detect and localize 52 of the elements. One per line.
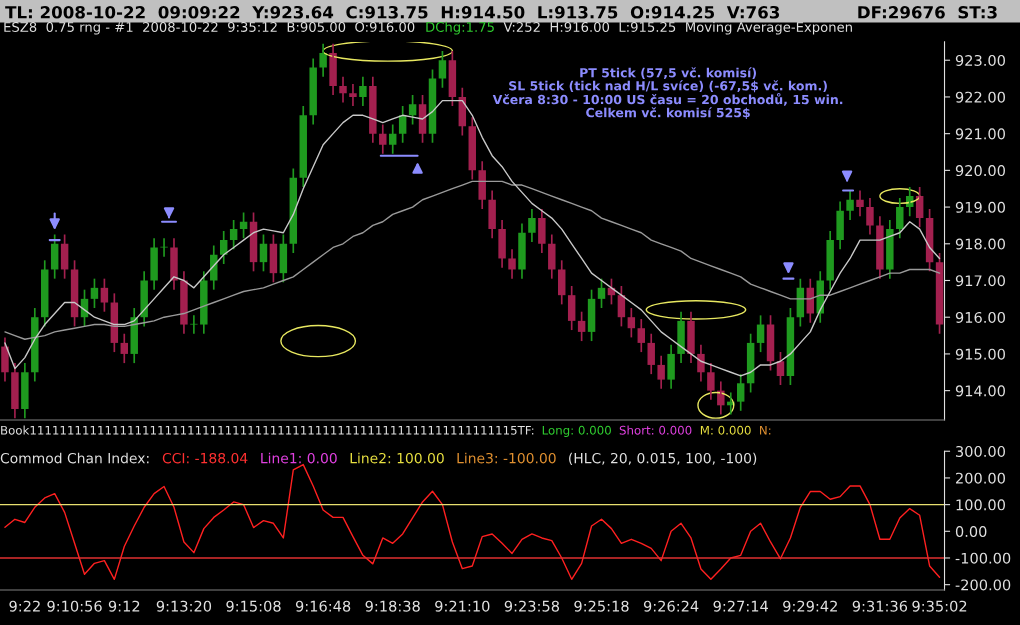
x-tick-label: 9:21:10 xyxy=(435,600,490,612)
y-tick-label: 917.00 xyxy=(955,275,1005,287)
y-tick-label: 920.00 xyxy=(955,165,1005,177)
y-tick-label: 919.00 xyxy=(955,201,1005,213)
x-tick-label: 9:31:36 xyxy=(852,600,908,612)
text: Long: 0.000 xyxy=(542,425,611,437)
x-tick-label: 9:15:08 xyxy=(226,600,281,612)
candlestick xyxy=(190,314,198,335)
text: V:252 H:916.00 L:915.25 xyxy=(503,21,676,32)
annotation: Commod Chan Index: xyxy=(0,452,149,464)
y-tick-label: 100.00 xyxy=(956,499,1005,511)
x-tick-label: 9:18:38 xyxy=(365,600,420,612)
x-tick-label: 9:16:48 xyxy=(295,600,351,612)
y-tick-label: 200.00 xyxy=(956,472,1005,484)
annotation: Line1: 0.00 xyxy=(261,452,337,464)
text: N: xyxy=(760,425,771,435)
x-tick-label: 9:13:20 xyxy=(156,600,212,612)
x-tick-label: 9:23:58 xyxy=(504,600,560,612)
annotation: Line3: -100.00 xyxy=(457,452,556,464)
x-tick-label: 9:10:56 xyxy=(47,600,102,612)
x-tick-label: 9:29:42 xyxy=(783,600,837,612)
x-tick-label: 9:22 xyxy=(9,600,40,612)
text: DF:29676 ST:3 xyxy=(858,5,997,19)
y-tick-label: 914.00 xyxy=(955,385,1005,397)
y-tick-label: 915.00 xyxy=(955,348,1005,360)
annotation: (HLC, 20, 0.015, 100, -100) xyxy=(569,452,757,466)
text: Short: 0.000 xyxy=(619,425,692,435)
y-tick-label: 923.00 xyxy=(955,54,1005,66)
y-tick-label: 916.00 xyxy=(955,311,1005,323)
y-tick-label: -100.00 xyxy=(955,552,1011,564)
x-tick-label: 9:12 xyxy=(108,600,140,612)
y-tick-label: 300.00 xyxy=(956,445,1005,457)
text: ESZ8 0.75 rng - #1 2008-10-22 9:35:12 B:905.00 O:916.00 xyxy=(4,21,415,35)
text: Moving Average-Exponen xyxy=(686,21,852,35)
x-tick-label: 9:35:02 xyxy=(912,600,967,612)
annotation: PT 5tick (57,5 vč. komisí) SL 5tick (tick nad H/L svíce) (-67,5$ vč. kom.) Včera 8:30 - 10:00 US času = 20 obchodů, 15 win. Celkem vč. komisí 525$ xyxy=(492,67,843,119)
line-series xyxy=(4,180,941,340)
y-tick-label: -200.00 xyxy=(955,579,1011,591)
text: Book11111111111111111111111111111111111111111111111111111111111111115TF: xyxy=(1,425,534,435)
y-tick-label: 922.00 xyxy=(955,91,1005,103)
x-tick-label: 9:27:14 xyxy=(713,600,768,612)
x-tick-label: 9:26:24 xyxy=(643,600,699,612)
x-tick-label: 9:25:18 xyxy=(574,600,629,612)
text: DChg:1.75 xyxy=(426,21,494,35)
line-series xyxy=(4,463,941,581)
y-tick-label: 0.00 xyxy=(955,526,987,538)
y-tick-label: 921.00 xyxy=(955,128,1005,140)
text: TL: 2008-10-22 09:09:22 Y:923.64 C:913.75 H:914.50 L:913.75 O:914.25 V:763 xyxy=(5,5,780,19)
annotation: Line2: 100.00 xyxy=(350,452,444,464)
text: M: 0.000 xyxy=(700,425,751,435)
y-tick-label: 918.00 xyxy=(955,238,1005,250)
annotation: CCI: -188.04 xyxy=(162,452,248,464)
